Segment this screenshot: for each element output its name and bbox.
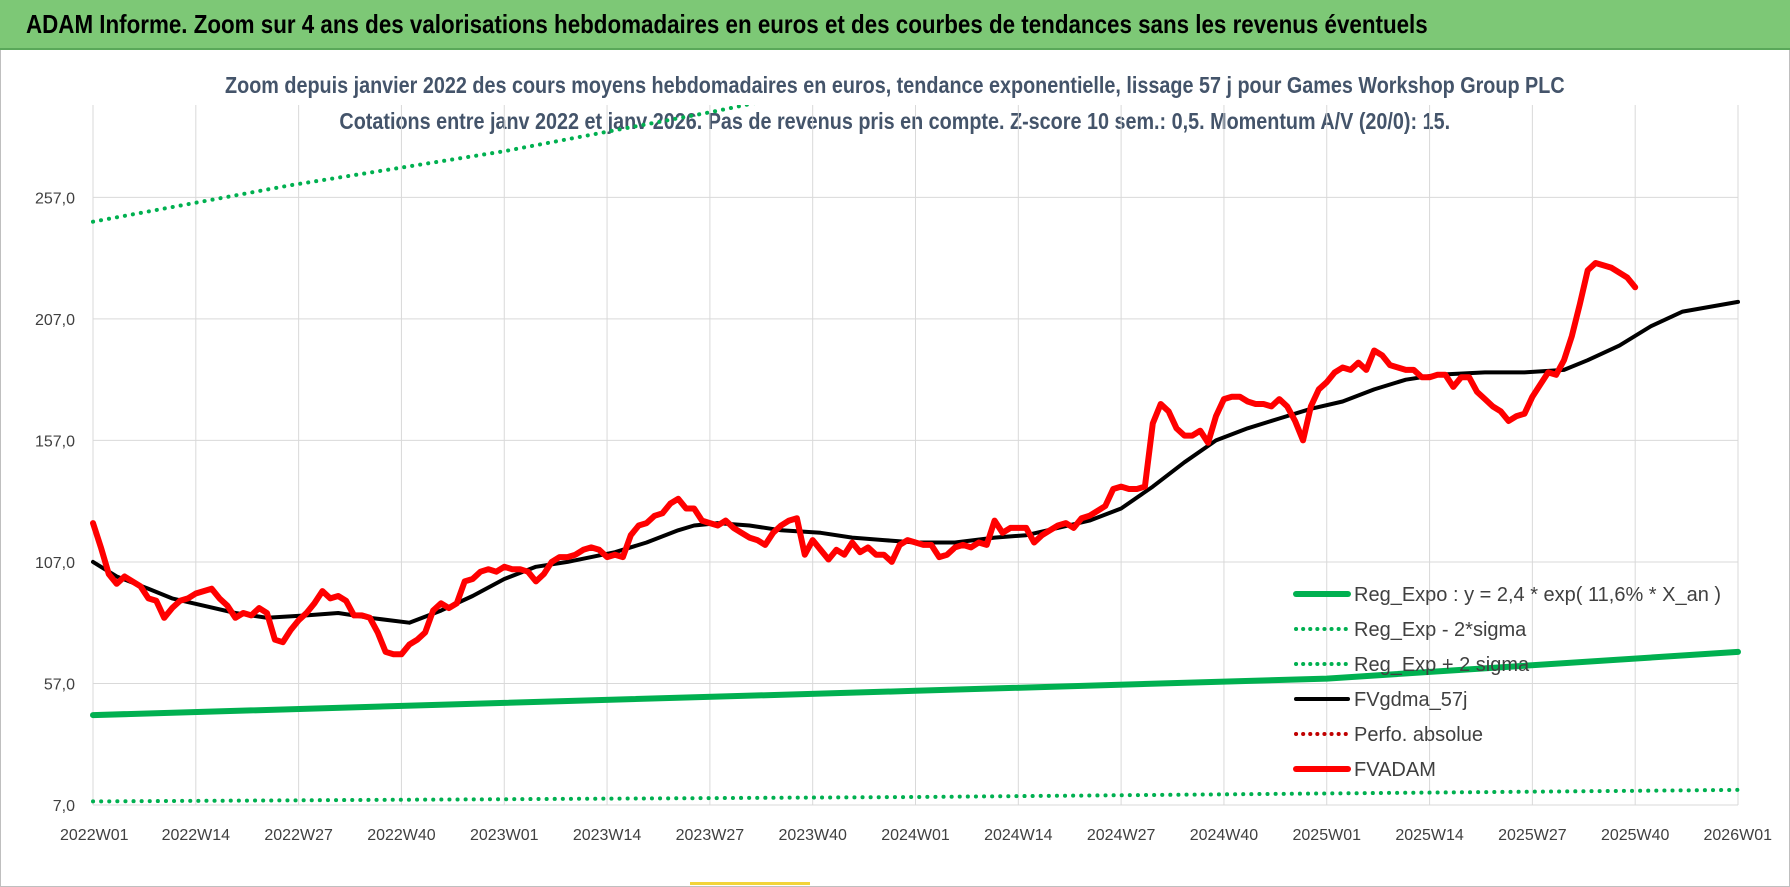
x-tick-label: 2024W27 (1087, 827, 1156, 844)
legend-fvadam-label: FVADAM (1354, 759, 1436, 781)
x-tick-label: 2024W01 (881, 827, 950, 844)
legend-reg-exp-plus-2sigma-label: Reg_Exp + 2 sigma (1354, 654, 1530, 676)
x-tick-label: 2022W27 (264, 827, 333, 844)
x-tick-label: 2023W40 (778, 827, 847, 844)
reg-expo-line (90, 648, 1741, 719)
x-tick-label: 2024W40 (1190, 827, 1259, 844)
y-tick-label: 207,0 (35, 312, 75, 329)
x-tick-label: 2022W14 (162, 827, 231, 844)
x-tick-label: 2023W01 (470, 827, 539, 844)
x-tick-label: 2025W40 (1601, 827, 1670, 844)
fvadam-line (90, 260, 1639, 658)
x-tick-label: 2023W27 (676, 827, 745, 844)
x-tick-label: 2024W14 (984, 827, 1053, 844)
legend-reg-exp-minus-2sigma-label: Reg_Exp - 2*sigma (1354, 619, 1527, 641)
x-tick-label: 2025W01 (1293, 827, 1362, 844)
y-tick-label: 107,0 (35, 555, 75, 572)
reg-exp-plus-2sigma-line (91, 105, 756, 224)
chart-title-line-1: Zoom depuis janvier 2022 des cours moyen… (0, 72, 1790, 99)
chart-title-line-2-text: Cotations entre janv 2022 et janv 2026. … (339, 108, 1451, 134)
chart-title-line-2: Cotations entre janv 2022 et janv 2026. … (0, 108, 1790, 135)
legend-box (1288, 576, 1728, 781)
x-tick-label: 2025W27 (1498, 827, 1567, 844)
reg-exp-minus-2sigma-line (91, 787, 1740, 804)
bottom-accent-bar (690, 882, 810, 885)
legend-reg-expo-label: Reg_Expo : y = 2,4 * exp( 11,6% * X_an ) (1354, 584, 1721, 606)
y-tick-label: 57,0 (44, 676, 75, 693)
x-tick-label: 2022W01 (60, 827, 129, 844)
x-tick-label: 2025W14 (1395, 827, 1464, 844)
x-tick-label: 2026W01 (1704, 827, 1773, 844)
y-tick-label: 7,0 (53, 798, 75, 815)
report-title: ADAM Informe. Zoom sur 4 ans des valoris… (26, 9, 1428, 39)
legend-fvgdma-57j-label: FVgdma_57j (1354, 689, 1467, 711)
legend-perfo-absolue-label: Perfo. absolue (1354, 724, 1483, 746)
chart-title-line-1-text: Zoom depuis janvier 2022 des cours moyen… (225, 72, 1565, 98)
y-tick-label: 157,0 (35, 433, 75, 450)
x-tick-label: 2022W40 (367, 827, 436, 844)
y-tick-label: 257,0 (35, 190, 75, 207)
report-banner: ADAM Informe. Zoom sur 4 ans des valoris… (0, 0, 1790, 50)
x-tick-label: 2023W14 (573, 827, 642, 844)
